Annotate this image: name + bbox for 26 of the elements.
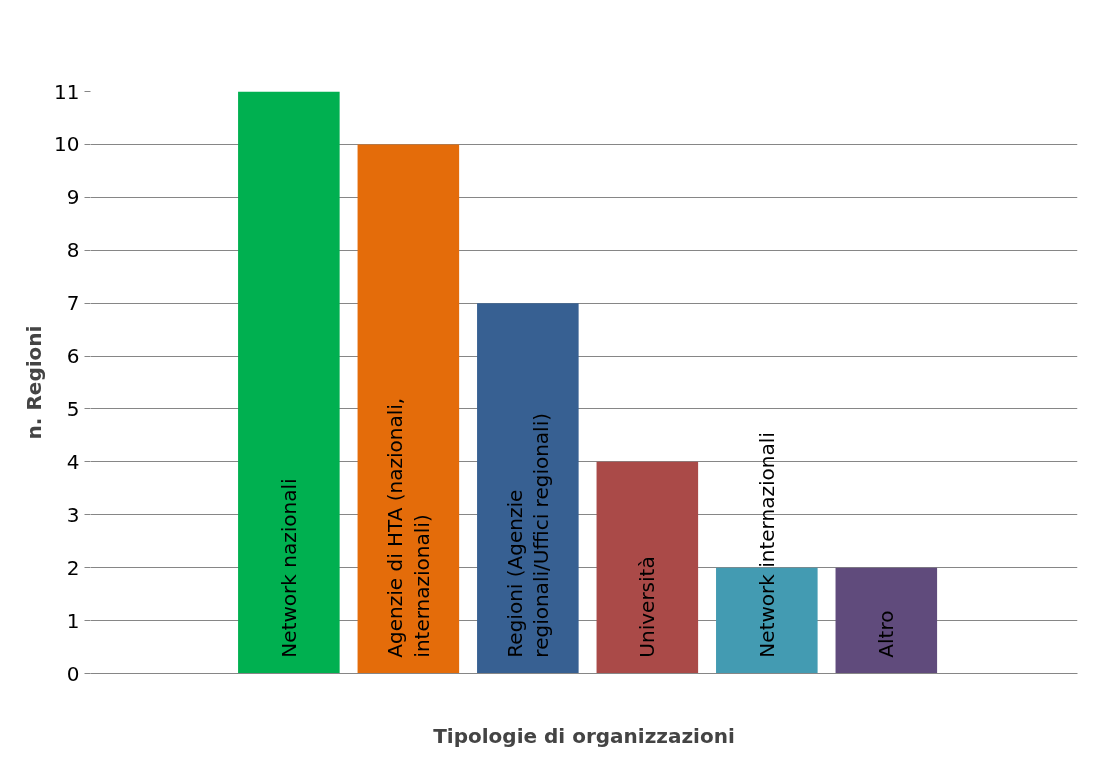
bar	[716, 567, 818, 674]
y-tick-label: 10	[54, 132, 80, 157]
y-tick-label: 1	[66, 608, 80, 633]
y-axis-title: n. Regioni	[22, 325, 47, 440]
bar	[238, 91, 340, 674]
y-tick-label: 2	[66, 555, 80, 580]
bar	[596, 461, 699, 674]
x-tick-label: Altro	[874, 610, 899, 658]
y-tick-label: 4	[66, 449, 80, 474]
x-tick-label: Network nazionali	[276, 478, 301, 658]
bar	[477, 303, 579, 674]
bar	[835, 567, 938, 674]
x-axis-title: Tipologie di organizzazioni	[433, 723, 735, 748]
y-tick-label: 6	[66, 344, 80, 369]
y-tick-label: 8	[66, 238, 80, 263]
y-tick-label: 11	[54, 79, 80, 104]
y-tick-label: 9	[66, 185, 80, 210]
y-tick-label: 0	[66, 661, 80, 686]
y-tick-label: 3	[66, 502, 80, 527]
x-tick-label: Regioni (Agenzie regionali/Uffici regionali)	[502, 412, 554, 658]
bar	[357, 144, 460, 674]
y-tick-label: 5	[66, 396, 80, 421]
x-tick-label: Agenzie di HTA (nazionali, internazionali)	[383, 397, 434, 658]
y-tick-label: 7	[66, 291, 80, 316]
x-tick-label: Università	[635, 556, 660, 658]
x-tick-label: Network internazionali	[754, 432, 779, 658]
